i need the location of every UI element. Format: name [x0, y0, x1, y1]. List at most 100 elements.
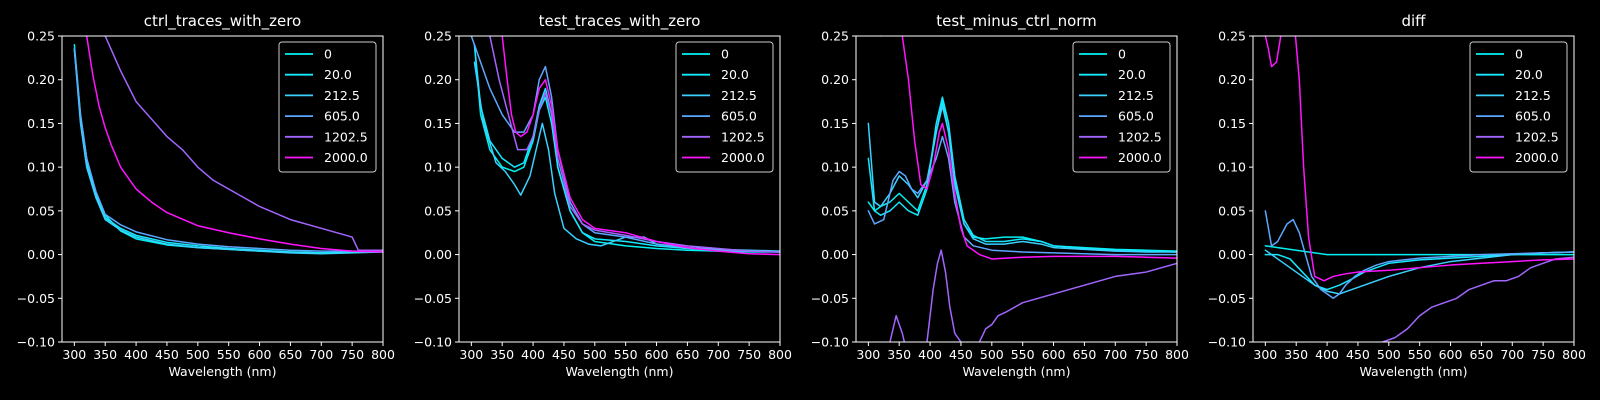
y-tick-label: 0.10: [424, 160, 452, 175]
x-tick-label: 450: [552, 347, 576, 362]
y-tick-label: 0.10: [27, 160, 55, 175]
legend-label: 1202.5: [1515, 129, 1559, 144]
chart-title: diff: [1401, 12, 1426, 30]
chart-panel-4: 300 350 400 450 500 550 600 650 700 750 800 −0.10 −0…: [1208, 12, 1586, 379]
y-tick-label: −0.10: [1208, 335, 1246, 350]
y-tick-label: 0.15: [424, 116, 452, 131]
x-tick-label: 550: [1011, 347, 1035, 362]
y-tick-label: −0.10: [414, 335, 452, 350]
x-tick-label: 450: [155, 347, 179, 362]
y-tick-label: 0.25: [424, 29, 452, 44]
plot-frame: [855, 35, 1178, 343]
series-line-5: [501, 36, 780, 256]
x-tick-label: 550: [614, 347, 638, 362]
y-tick-label: 0.25: [821, 29, 849, 44]
x-tick-label: 300: [459, 347, 483, 362]
y-tick-label: 0.00: [27, 247, 55, 262]
legend-label: 0: [324, 47, 332, 62]
x-tick-label: 650: [278, 347, 302, 362]
x-axis-label: Wavelength (nm): [1360, 364, 1468, 379]
x-tick-label: 600: [645, 347, 669, 362]
chart-panel-2: 300 350 400 450 500 550 600 650 700 750 800 −0.10 −0…: [414, 12, 792, 379]
series-line-5: [879, 36, 1177, 260]
legend-label: 20.0: [1515, 67, 1543, 82]
series-line-5: [85, 36, 383, 253]
x-tick-label: 500: [583, 347, 607, 362]
legend-label: 2000.0: [324, 150, 368, 165]
legend-label: 20.0: [721, 67, 749, 82]
x-tick-label: 400: [918, 347, 942, 362]
x-tick-label: 600: [1042, 347, 1066, 362]
series-group: [470, 36, 780, 256]
series-line-5: [1264, 36, 1574, 282]
series-line-4: [489, 36, 780, 253]
x-tick-label: 500: [186, 347, 210, 362]
y-tick-label: −0.05: [414, 291, 452, 306]
y-tick-label: 0.15: [821, 116, 849, 131]
series-line-4: [104, 36, 383, 251]
x-tick-label: 800: [1562, 347, 1586, 362]
chart-title: test_minus_ctrl_norm: [936, 12, 1097, 31]
legend-label: 2000.0: [721, 150, 765, 165]
legend-label: 20.0: [324, 67, 352, 82]
x-tick-label: 800: [371, 347, 395, 362]
x-tick-label: 450: [949, 347, 973, 362]
x-axis-label: Wavelength (nm): [566, 364, 674, 379]
y-tick-label: 0.15: [1218, 116, 1246, 131]
y-tick-label: 0.00: [821, 247, 849, 262]
chart-title: test_traces_with_zero: [539, 12, 701, 31]
y-tick-label: 0.10: [821, 160, 849, 175]
y-tick-label: 0.15: [27, 116, 55, 131]
x-tick-label: 650: [1469, 347, 1493, 362]
x-tick-label: 650: [1072, 347, 1096, 362]
x-tick-label: 700: [1500, 347, 1524, 362]
series-line-4: [1381, 256, 1574, 342]
legend-label: 605.0: [324, 109, 360, 124]
y-tick-label: −0.10: [17, 335, 55, 350]
x-tick-label: 500: [1377, 347, 1401, 362]
x-tick-label: 600: [248, 347, 272, 362]
legend-label: 605.0: [721, 109, 757, 124]
series-line-1: [73, 48, 383, 254]
legend: 0 20.0 212.5 605.0 1202.5 2000.0: [278, 41, 377, 173]
legend-label: 605.0: [1515, 109, 1551, 124]
x-tick-label: 650: [675, 347, 699, 362]
legend-label: 212.5: [1515, 88, 1551, 103]
legend: 0 20.0 212.5 605.0 1202.5 2000.0: [1469, 41, 1568, 173]
legend-label: 212.5: [1118, 88, 1154, 103]
series-line-3: [867, 135, 1177, 256]
y-tick-label: 0.05: [27, 203, 55, 218]
y-tick-label: −0.05: [811, 291, 849, 306]
y-tick-label: 0.10: [1218, 160, 1246, 175]
chart-title: ctrl_traces_with_zero: [144, 12, 301, 31]
series-group: [73, 36, 383, 255]
y-tick-label: 0.00: [1218, 247, 1246, 262]
x-tick-label: 800: [1165, 347, 1189, 362]
legend-label: 212.5: [721, 88, 757, 103]
legend-label: 212.5: [324, 88, 360, 103]
x-tick-label: 450: [1346, 347, 1370, 362]
legend-label: 20.0: [1118, 67, 1146, 82]
x-tick-label: 600: [1439, 347, 1463, 362]
y-tick-label: −0.10: [811, 335, 849, 350]
x-tick-label: 550: [1408, 347, 1432, 362]
x-tick-label: 350: [490, 347, 514, 362]
legend-label: 1202.5: [721, 129, 765, 144]
y-tick-label: 0.20: [821, 72, 849, 87]
x-tick-label: 300: [856, 347, 880, 362]
legend-label: 0: [1118, 47, 1126, 62]
plot-frame: [1252, 35, 1575, 343]
legend-label: 1202.5: [1118, 129, 1162, 144]
series-group: [867, 36, 1177, 342]
x-axis-label: Wavelength (nm): [169, 364, 277, 379]
y-tick-label: 0.20: [1218, 72, 1246, 87]
x-tick-label: 750: [340, 347, 364, 362]
legend-label: 2000.0: [1515, 150, 1559, 165]
y-tick-label: 0.00: [424, 247, 452, 262]
x-tick-label: 400: [521, 347, 545, 362]
chart-panel-1: 300 350 400 450 500 550 600 650 700 750 800 −0.10 −0…: [17, 12, 395, 379]
x-tick-label: 700: [309, 347, 333, 362]
legend: 0 20.0 212.5 605.0 1202.5 2000.0: [1072, 41, 1171, 173]
legend-label: 1202.5: [324, 129, 368, 144]
